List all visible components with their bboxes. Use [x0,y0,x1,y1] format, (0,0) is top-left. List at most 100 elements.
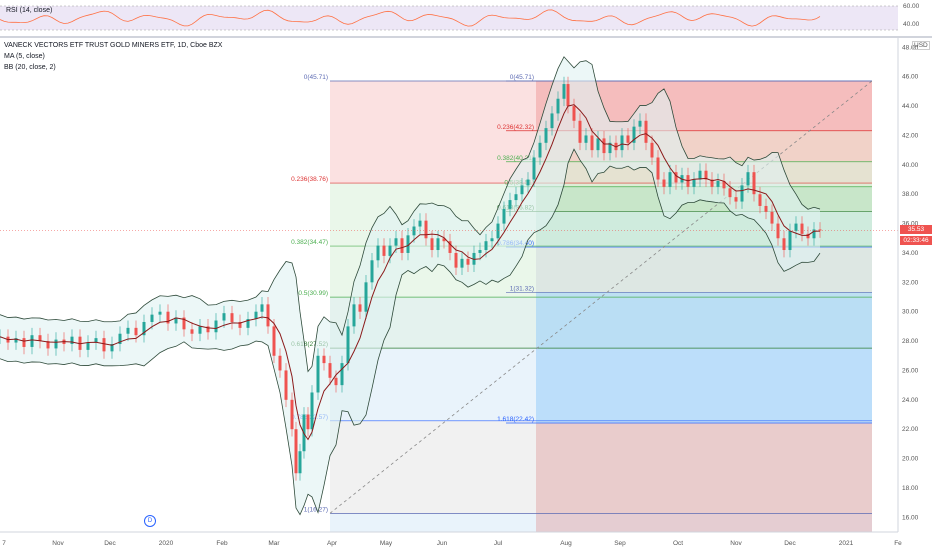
y-tick-label: 38.00 [902,191,919,198]
candle-body [764,205,768,212]
fib-label-right: 0.382(40.21) [497,155,534,162]
fib-label-right: 0.236(42.32) [497,124,534,131]
y-tick-label: 36.00 [902,221,919,228]
candle-body [306,414,310,430]
y-tick-label: 30.00 [902,309,919,316]
y-tick-label: 20.00 [902,456,919,463]
pane-separator[interactable] [0,36,932,38]
x-tick-label: Nov [52,540,64,547]
candle-body [310,392,314,430]
candle-body [424,220,428,239]
bollinger-upper [0,56,821,373]
candle-body [376,245,380,261]
candle-body [54,339,58,349]
fib-label-right: 0(45.71) [510,74,534,81]
candle-body [520,185,524,195]
candle-body [278,355,282,371]
x-tick-label: Oct [673,540,683,547]
candle-body [722,180,726,189]
candle-body [166,311,170,324]
candle-body [590,135,594,151]
candle-body [394,238,398,246]
candle-body [222,313,226,321]
candle-body [134,327,138,336]
candle-body [214,320,218,333]
y-tick-label: 44.00 [902,103,919,110]
fib-label-right: 1(31.32) [510,285,534,292]
y-tick-label: 32.00 [902,279,919,286]
candle-body [30,335,34,347]
candle-body [638,120,642,127]
candle-body [620,135,624,151]
candle-body [266,304,270,327]
candle-body [746,172,750,186]
rsi-line [0,9,821,27]
candle-body [328,363,332,378]
candle-body [400,238,404,253]
candle-body [644,120,648,143]
candle-body [650,142,654,158]
y-tick-label: 22.00 [902,426,919,433]
dividend-event-marker[interactable]: D [144,515,156,527]
y-tick-label: 40.00 [902,162,919,169]
candle-body [556,98,560,114]
rsi-pane: 60.00 40.00 RSI (14, close) [0,0,932,36]
candle-body [818,229,822,231]
candle-body [346,326,350,364]
candle-body [86,342,90,350]
candle-body [142,321,146,336]
candle-body [788,230,792,251]
candle-body [692,179,696,187]
candle-body [46,341,50,349]
current-price-badge: 35.53 [900,225,932,234]
candle-body [364,282,368,312]
candle-body [284,370,288,400]
candle-body [158,311,162,315]
fib-zone-right [536,211,872,248]
x-tick-label: Dec [104,540,116,547]
candle-body [388,245,392,256]
candle-body [198,326,202,334]
candle-body [800,223,804,234]
candle-body [70,336,74,345]
fib-zone-right [536,247,872,293]
candle-body [550,113,554,129]
fib-label-left: 0.236(38.76) [291,176,328,183]
candle-body [484,241,488,251]
candle-body [352,304,356,327]
candle-body [246,319,250,328]
candle-body [602,138,606,154]
fib-zone-right [536,292,872,424]
candle-body [584,135,588,143]
currency-label[interactable]: USD [912,41,930,50]
fib-label-left: 1(16.27) [304,506,328,513]
candle-body [260,304,264,312]
candle-body [340,363,344,386]
candle-body [190,329,194,334]
fib-zone-left [330,420,872,514]
x-tick-label: May [380,540,393,547]
candle-body [716,180,720,187]
candle-body [206,326,210,333]
candle-body [370,260,374,283]
candle-body [14,338,18,343]
candle-body [358,304,362,312]
candle-body [150,314,154,322]
candle-body [728,188,732,198]
fib-trendline [329,80,873,514]
candle-body [466,258,470,265]
candle-body [460,258,464,268]
candle-body [436,238,440,251]
candle-body [418,220,422,227]
candle-body [110,344,114,352]
candle-body [298,451,302,474]
rsi-chart: 60.00 40.00 [0,3,920,31]
y-tick-label: 28.00 [902,338,919,345]
candle-body [776,223,780,239]
x-tick-label: Feb [216,540,228,547]
candle-body [38,335,42,342]
candle-body [578,120,582,143]
candle-body [562,84,566,99]
bar-countdown-badge: 02:33:46 [900,236,932,245]
